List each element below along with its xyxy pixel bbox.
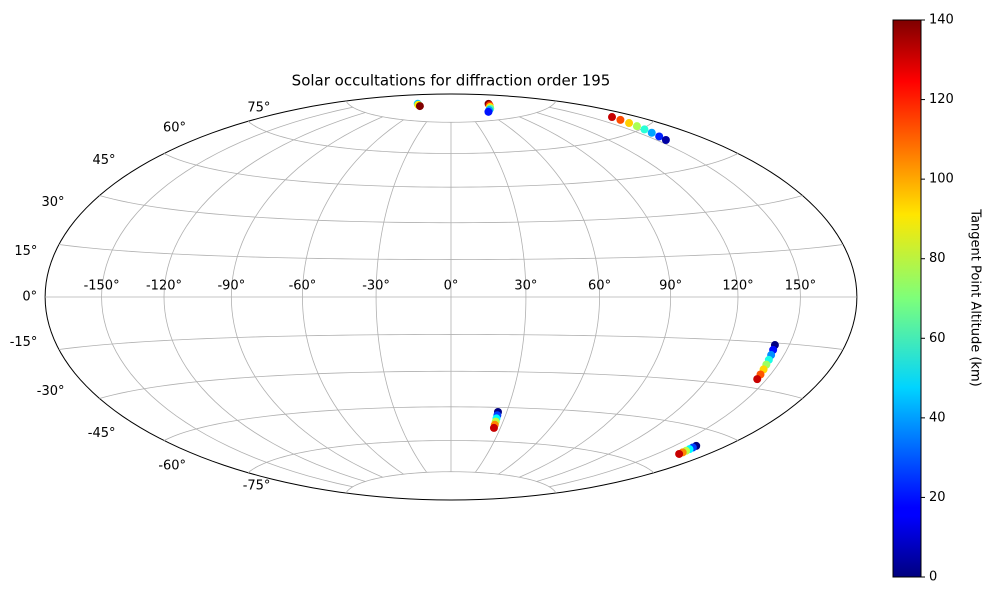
colorbar-tick-label: 120 [929,92,954,107]
x-tick-label: 120° [722,279,753,294]
point [661,136,670,145]
colorbar-tick-label: 20 [929,490,946,505]
point [616,115,625,124]
parallel [247,440,655,474]
point [489,423,498,432]
point [632,122,641,131]
point [415,102,424,111]
point [640,125,649,134]
colorbar-tick-label: 40 [929,410,946,425]
x-tick-label: 0° [444,279,459,294]
parallel [99,195,803,224]
point [753,375,762,384]
x-tick-label: -60° [289,279,317,294]
point [675,449,684,458]
parallel [58,244,844,260]
colorbar-tick-label: 60 [929,331,946,346]
parallel [345,100,557,123]
parallel [99,370,803,399]
colorbar-tick-label: 100 [929,172,954,187]
colorbar-label: Tangent Point Altitude (km) [968,208,983,386]
parallel [163,406,739,441]
x-tick-label: -90° [217,279,245,294]
x-tick-label: -30° [362,279,390,294]
y-tick-label: 75° [247,100,270,115]
colorbar-tick-label: 0 [929,570,937,585]
point [655,132,664,141]
y-tick-label: 15° [14,244,37,259]
y-tick-label: 30° [41,195,64,210]
colorbar-tick-label: 140 [929,13,954,28]
parallel [345,471,557,494]
point [647,128,656,137]
x-tick-label: 30° [514,279,537,294]
y-tick-label: 0° [22,290,37,305]
y-tick-label: -15° [10,335,38,350]
x-tick-label: 150° [785,279,816,294]
y-tick-label: -60° [158,458,186,473]
y-tick-label: 45° [92,153,115,168]
y-tick-label: -75° [243,479,271,494]
point [484,107,493,116]
y-tick-label: -45° [88,426,116,441]
y-tick-label: -30° [37,384,65,399]
parallel [58,334,844,350]
y-tick-label: 60° [163,121,186,136]
colorbar [892,19,922,578]
x-tick-label: -150° [84,279,120,294]
colorbar-tick-label: 80 [929,251,946,266]
x-tick-label: -120° [146,279,182,294]
x-tick-label: 90° [659,279,682,294]
parallel [163,153,739,188]
point [607,113,616,122]
chart-title: Solar occultations for diffraction order… [292,72,611,90]
x-tick-label: 60° [588,279,611,294]
point [625,119,634,128]
parallel [247,120,655,154]
